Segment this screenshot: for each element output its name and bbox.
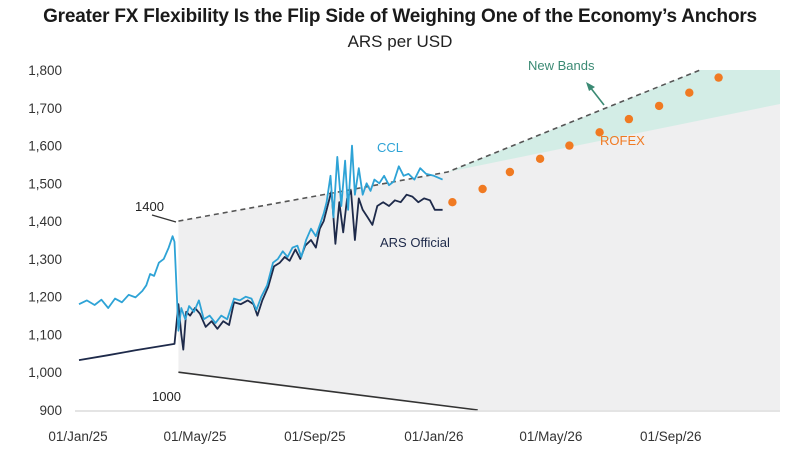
- y-tick-label: 1,000: [28, 365, 62, 380]
- new-bands-arrow-head: [586, 82, 595, 91]
- rofex-point: [685, 88, 694, 97]
- ccl-label: CCL: [377, 140, 403, 155]
- rofex-label: ROFEX: [600, 133, 645, 148]
- x-tick-label: 01/Jan/25: [48, 429, 107, 444]
- chart-subtitle: ARS per USD: [347, 32, 453, 51]
- y-tick-label: 1,500: [28, 176, 62, 191]
- rofex-point: [505, 167, 515, 177]
- x-tick-label: 01/Sep/26: [640, 429, 702, 444]
- series-layer: [78, 73, 723, 361]
- chart-title: Greater FX Flexibility Is the Flip Side …: [43, 6, 757, 27]
- y-tick-label: 900: [39, 403, 62, 418]
- x-tick-label: 01/May/25: [163, 429, 226, 444]
- ars-official-label: ARS Official: [380, 235, 450, 250]
- new-bands-label: New Bands: [528, 58, 595, 73]
- rofex-point: [448, 198, 457, 207]
- upper-band-start-label: 1400: [135, 199, 164, 214]
- axis-layer: 900 1,000 1,100 1,200 1,300 1,400 1,500 1,600 1,…: [28, 63, 780, 444]
- y-tick-label: 1,700: [28, 101, 62, 116]
- rofex-point: [565, 141, 574, 150]
- y-tick-label: 1,300: [28, 252, 62, 267]
- rofex-point: [714, 73, 723, 82]
- y-tick-label: 1,800: [28, 63, 62, 78]
- annotation-layer: CCL ARS Official ROFEX New Bands 1400 1000: [135, 58, 645, 404]
- y-tick-label: 1,100: [28, 327, 62, 342]
- x-tick-label: 01/May/26: [519, 429, 582, 444]
- rofex-point: [478, 184, 487, 194]
- new-bands-arrow-shaft: [589, 86, 605, 106]
- bands-layer: [178, 69, 781, 411]
- lower-band-start-label: 1000: [152, 389, 181, 404]
- x-tick-label: 01/Sep/25: [284, 429, 346, 444]
- upper-band-leader: [151, 214, 177, 223]
- x-tick-label: 01/Jan/26: [404, 429, 463, 444]
- y-tick-label: 1,600: [28, 139, 62, 154]
- y-tick-label: 1,400: [28, 214, 62, 229]
- ccl-line: [78, 144, 443, 332]
- rofex-point: [595, 128, 604, 137]
- lower-band-line: [178, 371, 478, 411]
- rofex-point: [624, 114, 634, 124]
- upper-band-line: [178, 69, 701, 222]
- y-tick-label: 1,200: [28, 290, 62, 305]
- rofex-point: [654, 101, 664, 111]
- rofex-point: [535, 154, 545, 163]
- old-band-area: [178, 70, 781, 410]
- new-band-area: [447, 70, 780, 172]
